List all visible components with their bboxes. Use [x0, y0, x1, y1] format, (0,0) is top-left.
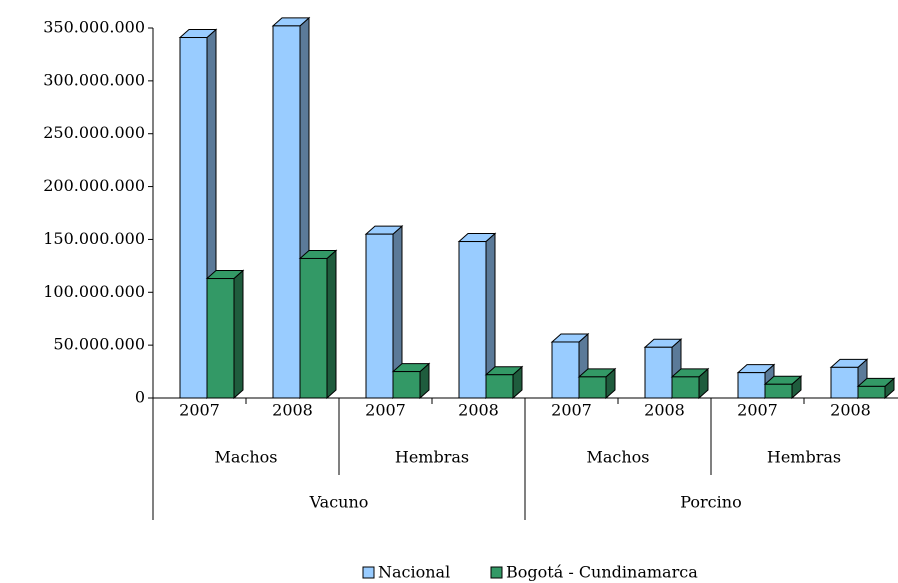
y-tick-label: 150.000.000 — [43, 229, 145, 248]
group-label: Hembras — [767, 448, 841, 467]
group-label: Machos — [214, 448, 277, 467]
y-tick-label: 300.000.000 — [43, 70, 145, 89]
bar — [272, 25, 301, 399]
y-tick-label: 250.000.000 — [43, 123, 145, 142]
bar — [644, 346, 673, 399]
bar — [458, 241, 487, 399]
legend-swatch — [490, 566, 503, 579]
x-tick-label: 2007 — [179, 401, 220, 420]
bar — [764, 383, 793, 399]
bar-side — [326, 249, 337, 400]
bar — [551, 341, 580, 399]
y-tick-label: 0 — [135, 388, 145, 407]
group-label: Vacuno — [309, 493, 369, 512]
bar-side — [233, 269, 244, 400]
group-label: Porcino — [680, 493, 741, 512]
x-tick-label: 2007 — [737, 401, 778, 420]
x-tick-label: 2008 — [830, 401, 871, 420]
group-label: Machos — [586, 448, 649, 467]
y-tick-label: 350.000.000 — [43, 18, 145, 37]
legend-swatch — [362, 566, 375, 579]
bar — [206, 278, 235, 399]
x-tick-label: 2008 — [644, 401, 685, 420]
bar — [299, 257, 328, 399]
bar — [857, 385, 886, 399]
bar — [578, 376, 607, 399]
x-tick-label: 2007 — [365, 401, 406, 420]
group-label: Hembras — [395, 448, 469, 467]
bar — [365, 233, 394, 399]
y-tick-label: 50.000.000 — [53, 335, 145, 354]
legend-label: Bogotá - Cundinamarca — [506, 563, 698, 582]
bar — [737, 372, 766, 399]
bar — [179, 37, 208, 399]
bar — [830, 366, 859, 399]
bar — [392, 371, 421, 399]
x-tick-label: 2008 — [458, 401, 499, 420]
y-tick-label: 200.000.000 — [43, 176, 145, 195]
bar — [671, 376, 700, 399]
y-tick-label: 100.000.000 — [43, 282, 145, 301]
bar — [485, 374, 514, 399]
x-tick-label: 2007 — [551, 401, 592, 420]
legend-label: Nacional — [378, 563, 450, 582]
x-tick-label: 2008 — [272, 401, 313, 420]
